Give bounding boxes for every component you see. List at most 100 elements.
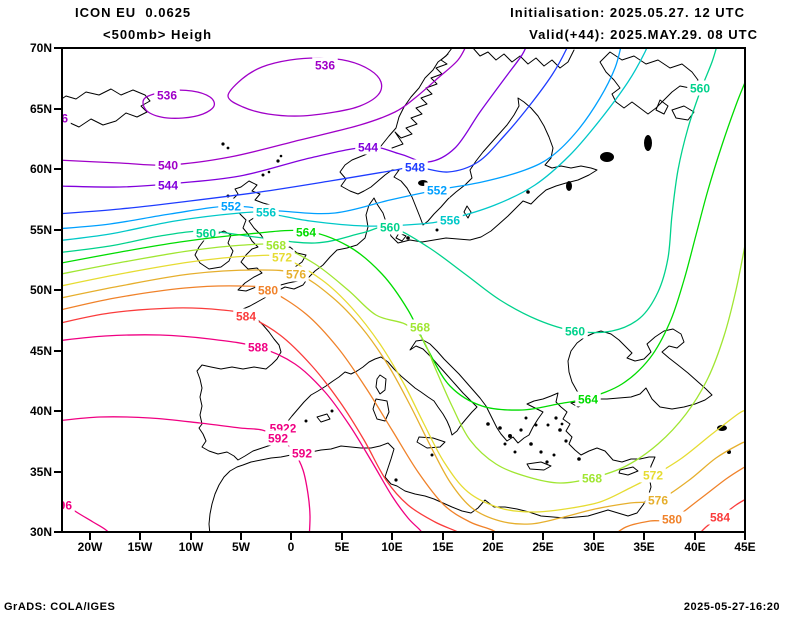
contour-564 — [62, 80, 745, 411]
contour-584 — [62, 307, 460, 532]
y-tick-label: 65N — [30, 102, 52, 116]
x-tick-label: 20W — [78, 540, 103, 554]
contour-label-572: 572 — [643, 469, 663, 483]
axis-ticks: 70N 65N 60N 55N 50N 45N 40N 35N 30N 20W 15W 10W 5W 0 5… — [30, 41, 756, 554]
contour-label-mask — [283, 266, 309, 282]
contour-576 — [62, 269, 745, 525]
contour-label-mask — [293, 224, 319, 240]
contour-label-mask — [155, 157, 181, 173]
x-tick-label: 10E — [381, 540, 402, 554]
contour-label-mask — [437, 212, 463, 228]
contour-label-mask — [233, 308, 259, 324]
contour-552 — [62, 48, 622, 230]
contour-label-mask — [263, 237, 289, 253]
contour-596 — [62, 501, 110, 532]
x-tick-label: 20E — [482, 540, 503, 554]
contour-580 — [62, 285, 498, 532]
x-tick-label: 25E — [532, 540, 553, 554]
coastline-mainland — [196, 48, 656, 532]
contour-588 — [62, 334, 423, 532]
contour-label-580: 580 — [662, 513, 682, 527]
contour-label-mask — [687, 80, 713, 96]
x-tick-label: 40E — [684, 540, 705, 554]
y-tick-label: 60N — [30, 162, 52, 176]
contour-label-560: 560 — [690, 82, 710, 96]
y-tick-label: 55N — [30, 223, 52, 237]
contour-label-mask — [575, 391, 601, 407]
contour-label-584: 584 — [236, 310, 256, 324]
contour-label-mask — [62, 110, 71, 126]
contour-label-mask — [265, 430, 291, 446]
grads-credit: GrADS: COLA/IGES — [4, 601, 116, 613]
contour-label-552: 552 — [221, 200, 241, 214]
contour-label-mask — [62, 497, 75, 513]
contour-label-536: 536 — [48, 112, 68, 126]
contour-label-556: 556 — [256, 206, 276, 220]
y-tick-label: 30N — [30, 525, 52, 539]
contour-label-mask — [424, 182, 450, 198]
coastline-kola-white-sea — [472, 48, 699, 121]
field-subtitle: <500mb> Heigh — [103, 27, 213, 42]
y-tick-label: 45N — [30, 344, 52, 358]
contour-label-588: 588 — [248, 341, 268, 355]
contour-580 — [616, 466, 745, 532]
contour-label-556: 556 — [440, 214, 460, 228]
contour-label-mask — [218, 198, 244, 214]
y-tick-label: 40N — [30, 404, 52, 418]
contour-label-564: 564 — [296, 226, 316, 240]
x-tick-label: 10W — [179, 540, 204, 554]
contour-label-mask — [193, 225, 219, 241]
x-tick-label: 45E — [734, 540, 755, 554]
valid-time-label: Valid(+44): 2025.MAY.29. 08 UTC — [529, 27, 758, 42]
contour-label-560: 560 — [565, 325, 585, 339]
contour-label-mask — [645, 492, 671, 508]
contour-label-mask — [640, 467, 666, 483]
contour-label-540: 540 — [158, 159, 178, 173]
x-tick-label: 35E — [633, 540, 654, 554]
contour-label-568: 568 — [410, 321, 430, 335]
contour-label-560: 560 — [196, 227, 216, 241]
contour-label-560: 560 — [380, 221, 400, 235]
contour-label-mask — [407, 319, 433, 335]
contour-label-mask — [253, 204, 279, 220]
contour-label-596: 596 — [52, 499, 72, 513]
contour-label-mask — [659, 511, 685, 527]
contour-540 — [62, 48, 466, 166]
contour-548 — [62, 48, 568, 215]
x-tick-label: 5E — [335, 540, 350, 554]
x-tick-label: 15E — [432, 540, 453, 554]
contour-label-544: 544 — [158, 179, 178, 193]
contour-label-592: 592 — [268, 432, 288, 446]
contour-label-mask — [155, 177, 181, 193]
contour-label-576: 576 — [286, 268, 306, 282]
contour-label-mask — [562, 323, 588, 339]
model-title: ICON EU 0.0625 — [75, 5, 192, 20]
coastline-islands — [316, 205, 639, 476]
coastline-iceland — [62, 88, 151, 128]
contour-label-mask — [312, 57, 338, 73]
contour-536 — [142, 89, 216, 119]
contour-label-536: 536 — [315, 59, 335, 73]
creation-timestamp: 2025-05-27-16:20 — [683, 601, 780, 613]
x-tick-label: 15W — [128, 540, 153, 554]
contour-568 — [62, 241, 745, 484]
x-tick-label: 0 — [288, 540, 295, 554]
contour-label-580: 580 — [258, 284, 278, 298]
contour-label-548: 548 — [405, 161, 425, 175]
y-tick-label: 35N — [30, 465, 52, 479]
contour-label-568: 568 — [266, 239, 286, 253]
y-tick-label: 70N — [30, 41, 52, 55]
contour-label-572: 572 — [272, 251, 292, 265]
contour-label-mask — [245, 339, 271, 355]
contour-label-mask — [269, 249, 295, 265]
contour-572 — [62, 254, 745, 513]
contour-label-592: 592 — [292, 447, 312, 461]
x-tick-label: 5W — [232, 540, 251, 554]
norway-fjords — [391, 53, 449, 149]
x-tick-label: 30E — [583, 540, 604, 554]
contour-556 — [62, 48, 648, 241]
contour-label-584: 584 — [710, 511, 730, 525]
